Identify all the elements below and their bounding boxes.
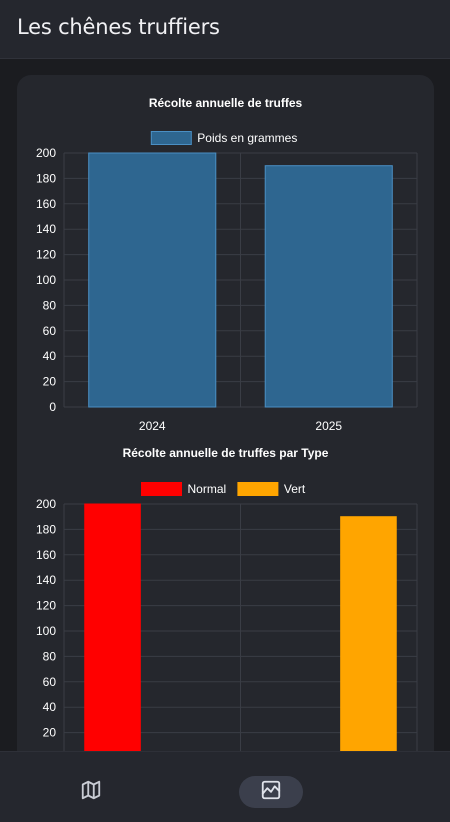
- bottom-nav: [0, 751, 450, 822]
- y-tick-label: 180: [36, 171, 56, 185]
- y-tick-label: 60: [43, 675, 57, 689]
- legend-swatch: [237, 482, 279, 496]
- y-tick-label: 40: [43, 700, 57, 714]
- harvest-chart: Récolte annuelle de truffes Poids en gram…: [17, 95, 434, 450]
- bar: [340, 516, 397, 751]
- bar: [84, 503, 141, 751]
- legend-swatch: [141, 482, 182, 496]
- app-header: Les chênes truffiers: [0, 0, 450, 59]
- nav-chart-button[interactable]: [239, 776, 303, 808]
- bar: [264, 165, 393, 408]
- y-tick-label: 160: [36, 548, 56, 562]
- main-content[interactable]: Récolte annuelle de truffes Poids en gram…: [0, 59, 450, 751]
- y-tick-label: 60: [43, 324, 57, 338]
- page-title: Les chênes truffiers: [17, 15, 220, 39]
- chart-title: Récolte annuelle de truffes par Type: [123, 446, 329, 460]
- harvest-by-type-chart-svg: Récolte annuelle de truffes par Type Norm…: [36, 446, 418, 751]
- harvest-by-type-chart: Récolte annuelle de truffes par Type Norm…: [17, 445, 434, 751]
- nav-map-button[interactable]: [59, 776, 123, 808]
- legend-label: Normal: [188, 482, 227, 496]
- chart-icon: [260, 779, 282, 806]
- y-tick-label: 200: [36, 146, 56, 160]
- y-tick-label: 120: [36, 599, 56, 613]
- y-tick-label: 140: [36, 573, 56, 587]
- legend-swatch: [150, 131, 192, 145]
- y-tick-label: 20: [43, 726, 57, 740]
- y-tick-label: 140: [36, 222, 56, 236]
- y-tick-label: 200: [36, 497, 56, 511]
- legend-label: Vert: [284, 482, 306, 496]
- charts-card: Récolte annuelle de truffes Poids en gram…: [17, 75, 434, 751]
- y-tick-label: 40: [43, 349, 57, 363]
- x-tick-label: 2024: [139, 419, 166, 433]
- legend-label: Poids en grammes: [197, 131, 297, 145]
- y-tick-label: 160: [36, 197, 56, 211]
- y-tick-label: 20: [43, 375, 57, 389]
- bar: [88, 152, 217, 408]
- y-tick-label: 0: [49, 400, 56, 414]
- harvest-chart-svg: Récolte annuelle de truffes Poids en gram…: [36, 96, 418, 433]
- chart-title: Récolte annuelle de truffes: [149, 96, 303, 110]
- map-icon: [80, 779, 102, 806]
- y-tick-label: 120: [36, 248, 56, 262]
- y-tick-label: 80: [43, 649, 57, 663]
- x-tick-label: 2025: [315, 419, 342, 433]
- y-tick-label: 80: [43, 298, 57, 312]
- y-tick-label: 100: [36, 624, 56, 638]
- y-tick-label: 100: [36, 273, 56, 287]
- y-tick-label: 180: [36, 522, 56, 536]
